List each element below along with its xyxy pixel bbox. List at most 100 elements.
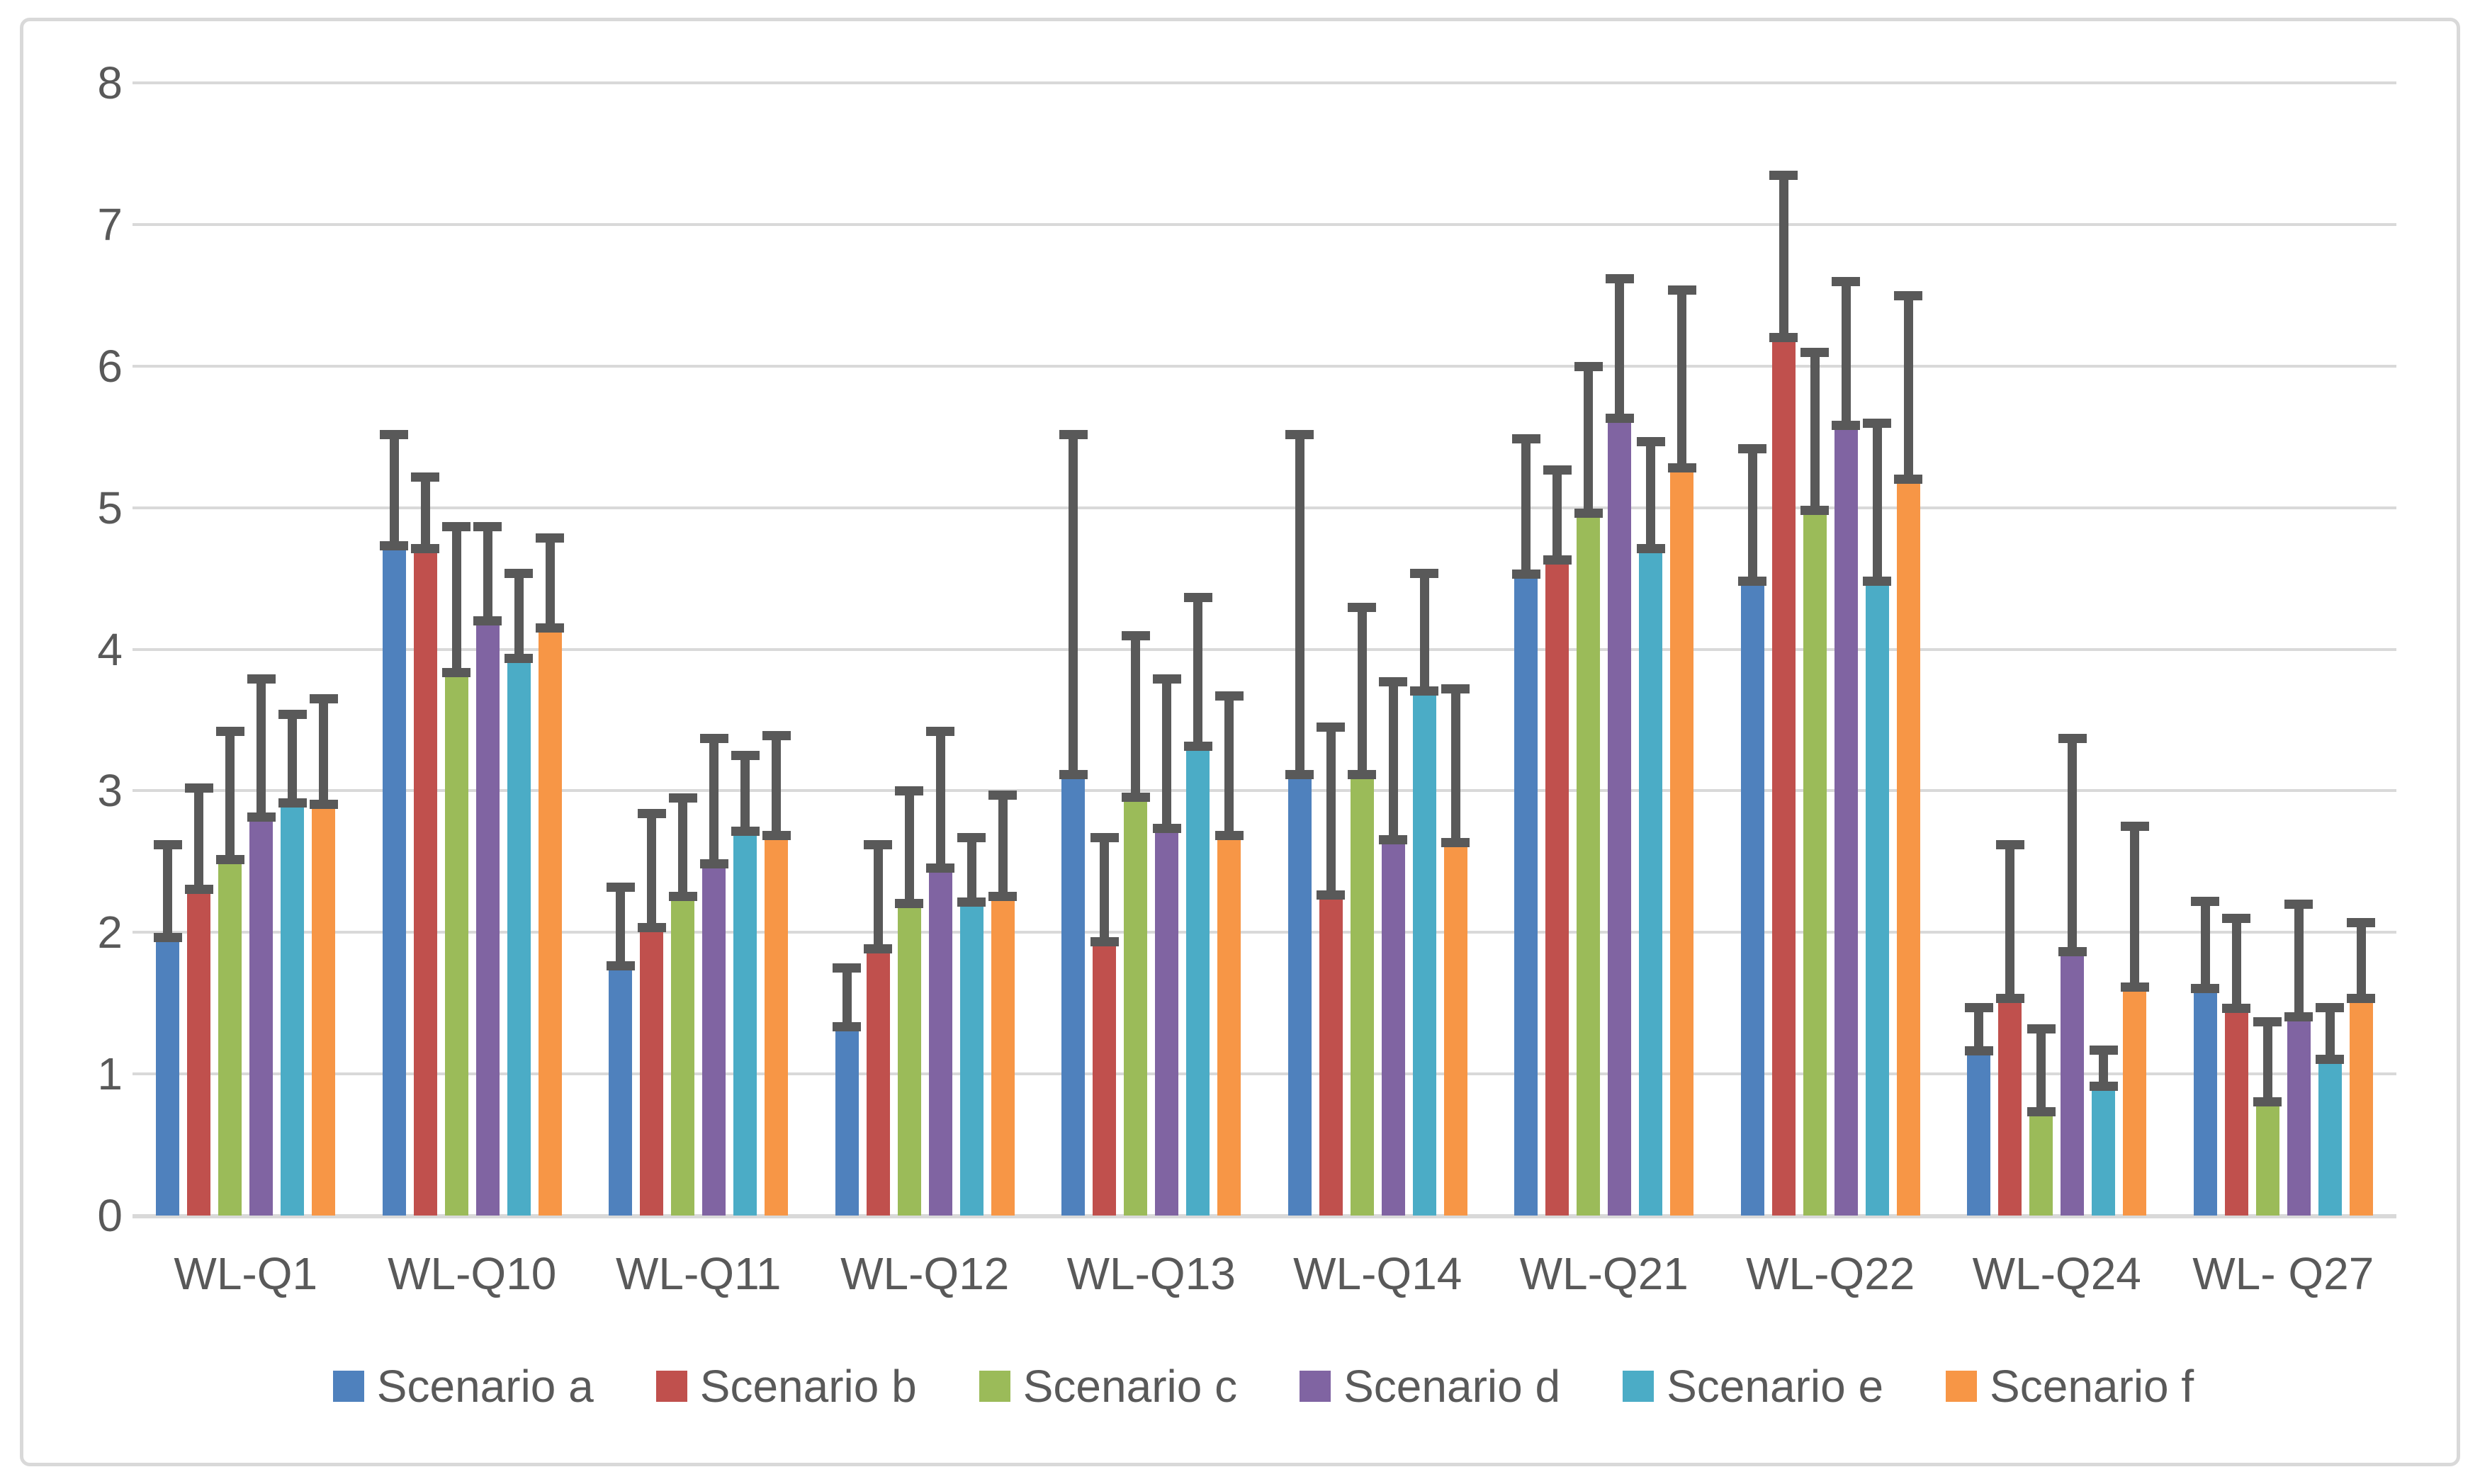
error-bar-stem bbox=[1193, 592, 1203, 752]
bar-WL-Q14-f bbox=[1443, 847, 1467, 1216]
legend-item-e: Scenario e bbox=[1623, 1360, 1883, 1412]
error-bar-top-cap bbox=[2089, 1046, 2118, 1055]
error-bar-bottom-cap bbox=[1090, 937, 1119, 947]
bar-WL-Q22-d bbox=[1834, 429, 1858, 1216]
error-bar-bottom-cap bbox=[1995, 994, 2024, 1004]
error-bar-stem bbox=[647, 809, 657, 933]
chart-frame: 0 1 2 3 4 5 6 7 8 WL-Q1 WL-Q10 WL-Q11 WL-Q12 WL-Q13 W… bbox=[20, 18, 2460, 1466]
error-bar-stem bbox=[2005, 840, 2015, 1004]
legend-label: Scenario e bbox=[1667, 1361, 1884, 1412]
error-bar-bottom-cap bbox=[2089, 1082, 2118, 1092]
bar-WL-Q14-d bbox=[1381, 844, 1405, 1216]
error-bar-top-cap bbox=[1410, 568, 1439, 578]
error-bar-bottom-cap bbox=[536, 623, 565, 633]
error-bar-top-cap bbox=[2347, 918, 2376, 928]
error-bar-stem bbox=[842, 963, 852, 1032]
error-bar-bottom-cap bbox=[2347, 994, 2376, 1004]
gridline bbox=[133, 931, 2396, 934]
error-bar-top-cap bbox=[1121, 630, 1150, 640]
bar-WL-Q10-b bbox=[413, 553, 437, 1216]
bar-WL-Q11-e bbox=[733, 836, 757, 1216]
bar-WL-Q13-e bbox=[1186, 751, 1210, 1216]
error-bar-bottom-cap bbox=[505, 654, 534, 664]
legend-item-a: Scenario a bbox=[332, 1360, 594, 1412]
bar-WL-Q27-c bbox=[2255, 1106, 2279, 1216]
bar-WL-Q12-d bbox=[928, 873, 952, 1216]
error-bar-top-cap bbox=[1636, 436, 1665, 446]
error-bar-top-cap bbox=[1183, 592, 1212, 602]
error-bar-stem bbox=[2068, 734, 2078, 957]
error-bar-stem bbox=[1646, 436, 1656, 553]
error-bar-stem bbox=[1162, 674, 1172, 834]
gridline bbox=[133, 789, 2396, 793]
error-bar-top-cap bbox=[1769, 170, 1798, 180]
bar-WL-Q22-e bbox=[1865, 585, 1889, 1216]
error-bar-stem bbox=[163, 840, 173, 943]
error-bar-bottom-cap bbox=[309, 800, 338, 810]
error-bar-top-cap bbox=[1800, 347, 1830, 357]
error-bar-stem bbox=[966, 833, 976, 907]
error-bar-bottom-cap bbox=[731, 827, 760, 837]
error-bar-stem bbox=[1131, 630, 1141, 803]
legend-swatch-icon bbox=[1946, 1371, 1978, 1402]
error-bar-stem bbox=[709, 734, 719, 869]
y-tick-label: 1 bbox=[97, 1048, 123, 1100]
error-bar-stem bbox=[2325, 1003, 2335, 1065]
y-tick-label: 6 bbox=[97, 340, 123, 392]
error-bar-stem bbox=[1552, 465, 1562, 565]
bar-WL-Q10-d bbox=[475, 625, 500, 1216]
error-bar-top-cap bbox=[1863, 418, 1892, 428]
error-bar-stem bbox=[1841, 276, 1851, 430]
error-bar-bottom-cap bbox=[1348, 770, 1377, 780]
error-bar-stem bbox=[545, 533, 555, 633]
error-bar-top-cap bbox=[637, 809, 666, 819]
error-bar-stem bbox=[998, 791, 1008, 902]
y-tick-label: 4 bbox=[97, 623, 123, 675]
gridline bbox=[133, 81, 2396, 84]
error-bar-bottom-cap bbox=[1894, 474, 1923, 484]
bar-WL-Q12-c bbox=[897, 908, 921, 1216]
error-bar-top-cap bbox=[699, 734, 728, 744]
bar-WL-Q12-b bbox=[866, 953, 890, 1216]
error-bar-bottom-cap bbox=[1214, 831, 1244, 841]
error-bar-top-cap bbox=[380, 429, 409, 439]
x-tick-label-WL-Q27: WL- Q27 bbox=[2192, 1248, 2374, 1299]
error-bar-stem bbox=[451, 521, 461, 678]
bar-WL-Q14-c bbox=[1350, 779, 1374, 1216]
error-bar-stem bbox=[389, 429, 399, 550]
error-bar-stem bbox=[319, 694, 329, 810]
error-bar-top-cap bbox=[1285, 429, 1314, 439]
error-bar-bottom-cap bbox=[2222, 1004, 2251, 1014]
error-bar-bottom-cap bbox=[411, 543, 440, 553]
error-bar-stem bbox=[1295, 429, 1304, 780]
legend-item-f: Scenario f bbox=[1946, 1360, 2194, 1412]
error-bar-top-cap bbox=[1964, 1003, 1993, 1013]
error-bar-stem bbox=[2200, 897, 2210, 994]
error-bar-top-cap bbox=[2191, 897, 2220, 907]
error-bar-stem bbox=[257, 674, 266, 822]
error-bar-bottom-cap bbox=[957, 897, 986, 907]
error-bar-stem bbox=[678, 793, 688, 902]
error-bar-top-cap bbox=[1667, 285, 1696, 295]
error-bar-bottom-cap bbox=[278, 798, 307, 808]
legend: Scenario a Scenario b Scenario c Scenario d… bbox=[23, 1360, 2480, 1412]
error-bar-bottom-cap bbox=[988, 892, 1018, 902]
error-bar-top-cap bbox=[2253, 1017, 2282, 1027]
error-bar-bottom-cap bbox=[1667, 463, 1696, 472]
legend-label: Scenario f bbox=[1990, 1361, 2194, 1412]
bar-WL-Q27-f bbox=[2349, 1003, 2373, 1216]
error-bar-bottom-cap bbox=[1379, 835, 1408, 845]
error-bar-stem bbox=[483, 521, 492, 625]
error-bar-stem bbox=[1100, 833, 1110, 947]
error-bar-stem bbox=[225, 727, 235, 865]
error-bar-bottom-cap bbox=[1410, 686, 1439, 696]
error-bar-bottom-cap bbox=[926, 863, 955, 873]
error-bar-top-cap bbox=[1090, 833, 1119, 843]
error-bar-top-cap bbox=[153, 840, 182, 850]
bar-WL-Q14-e bbox=[1412, 696, 1436, 1216]
error-bar-bottom-cap bbox=[1317, 890, 1346, 900]
bar-WL-Q12-a bbox=[835, 1031, 859, 1216]
error-bar-bottom-cap bbox=[1574, 508, 1603, 518]
bar-WL-Q1-a bbox=[156, 942, 180, 1216]
error-bar-top-cap bbox=[1995, 840, 2024, 850]
